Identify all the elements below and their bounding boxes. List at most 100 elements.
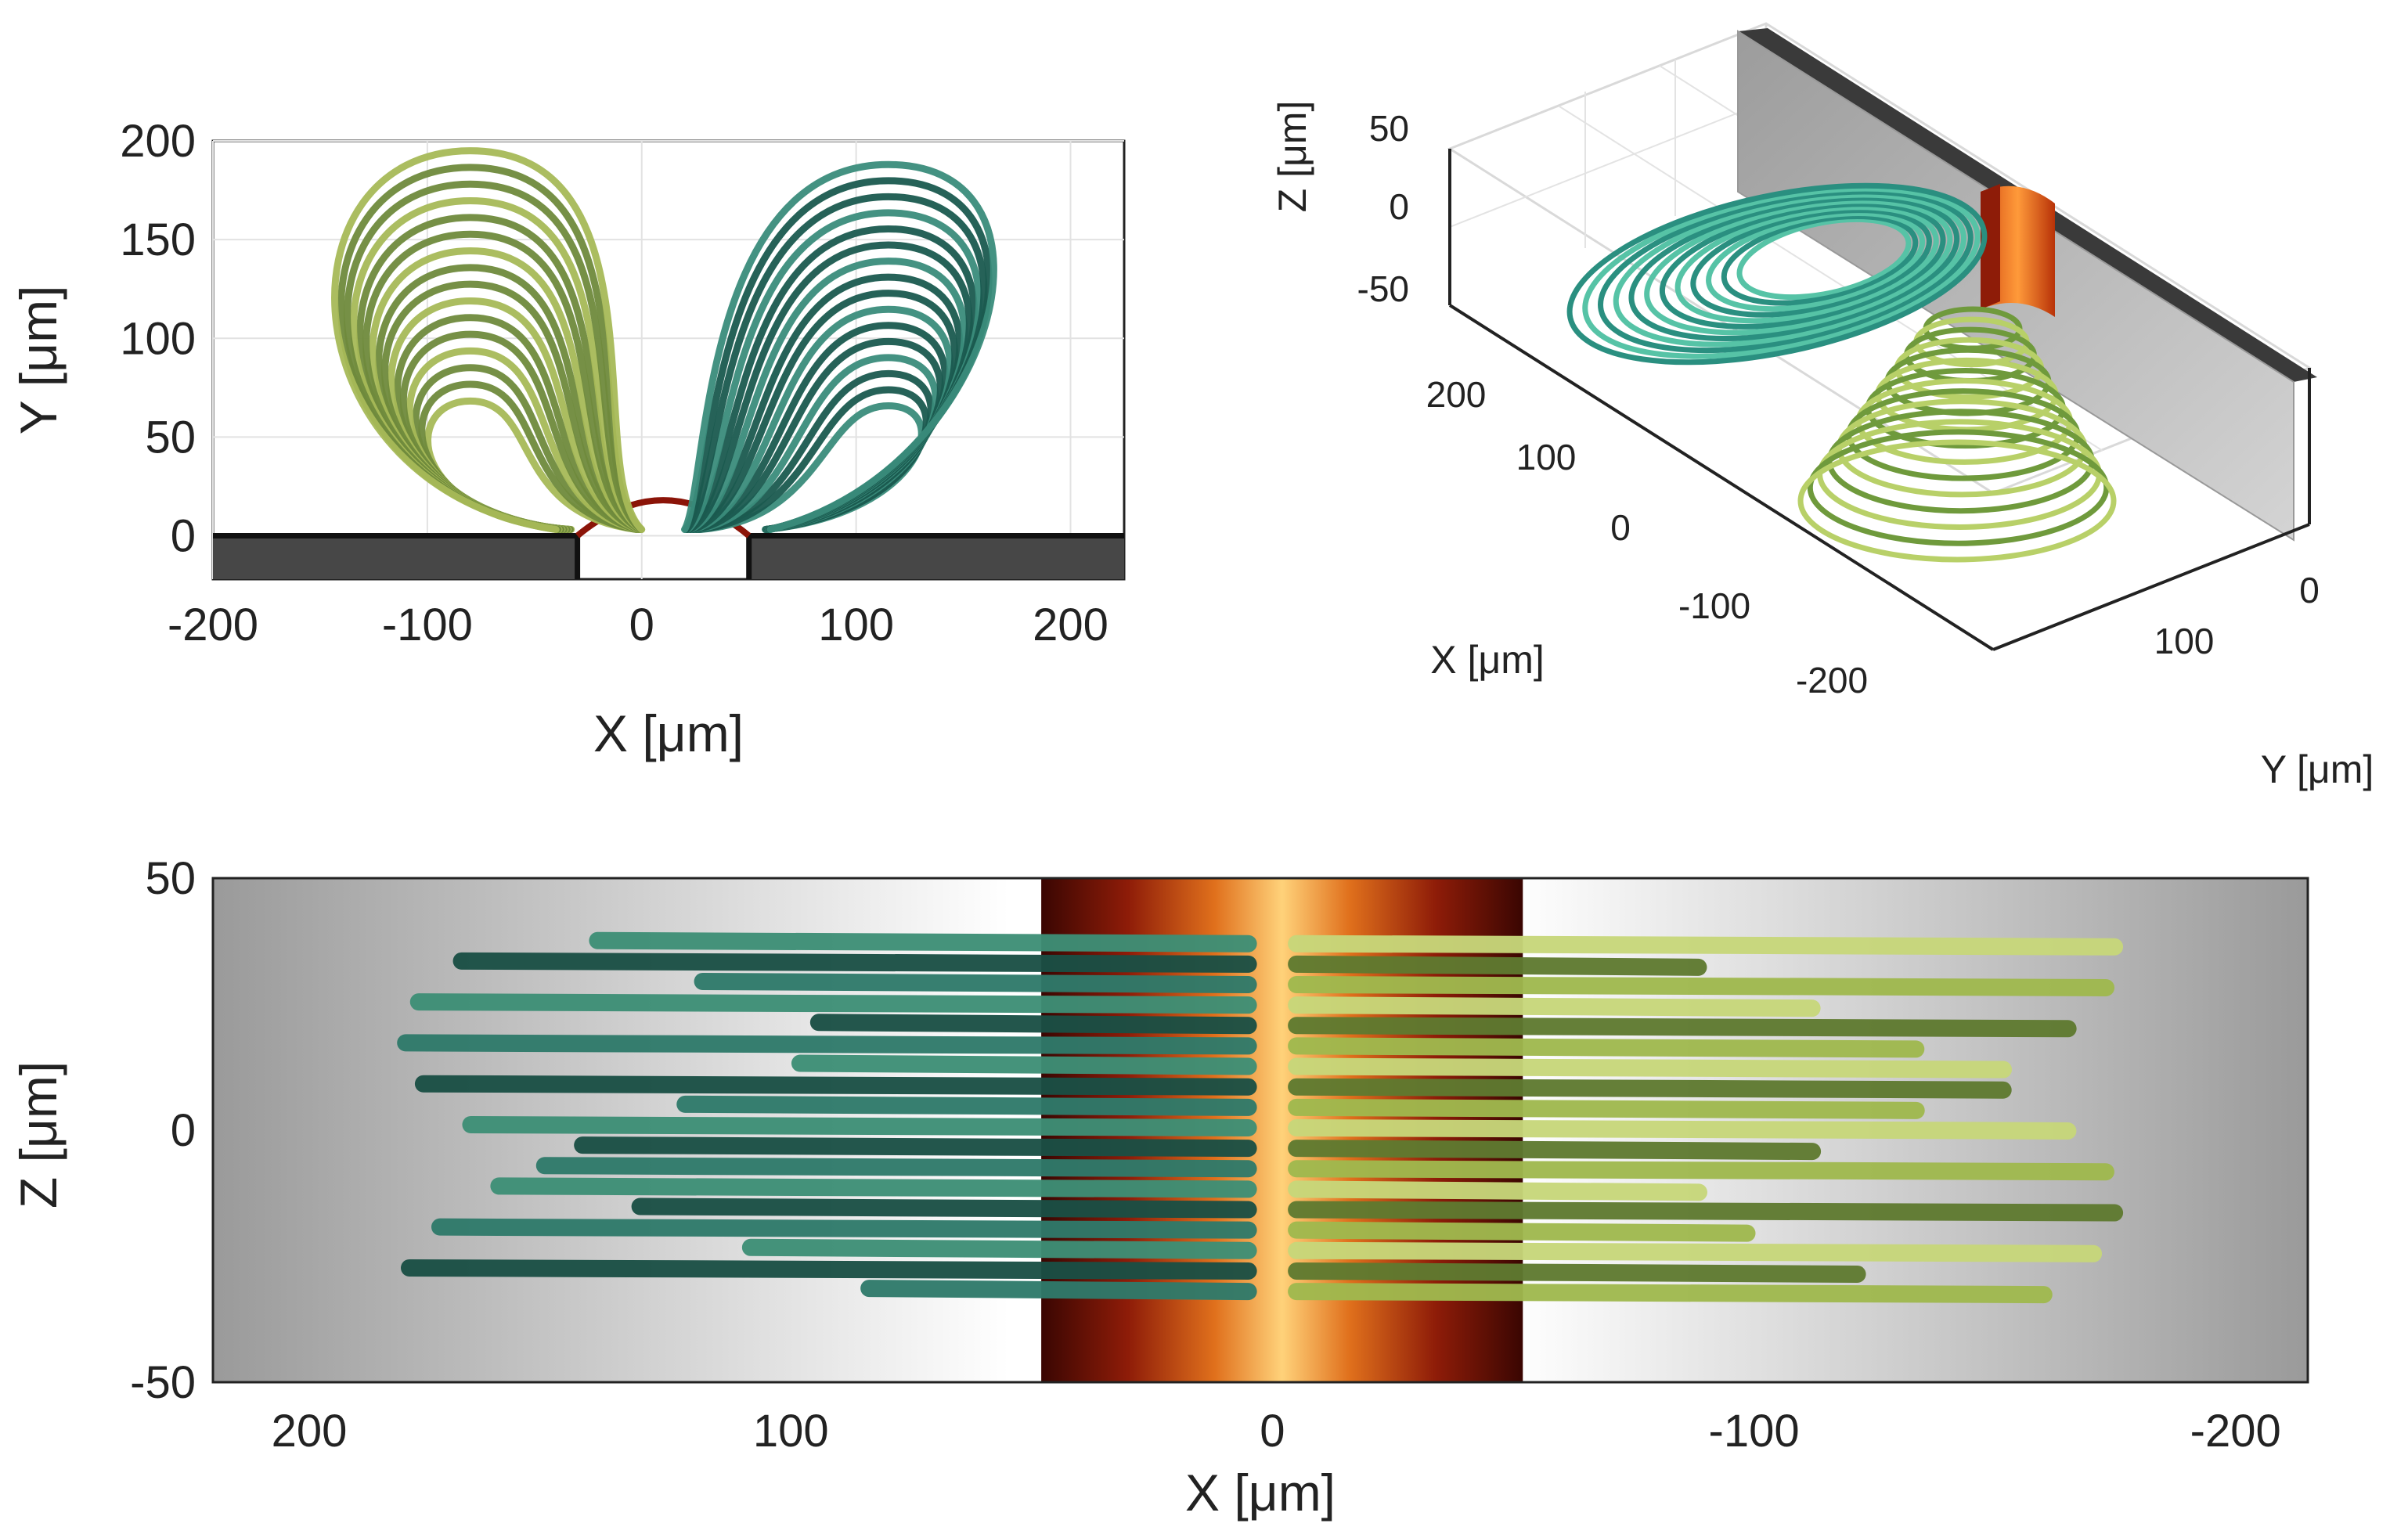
xy-y-tick-label: 100 xyxy=(120,313,196,364)
xz-x-tick-label: 200 xyxy=(272,1406,348,1457)
3d-trajectory-loop xyxy=(1690,207,1932,318)
3d-trajectory-loop xyxy=(1674,204,1939,324)
xz-trajectory-band xyxy=(452,952,1257,973)
3d-x-tick-label: -200 xyxy=(1796,660,1868,700)
3d-x-tick-label: -100 xyxy=(1678,585,1750,626)
xy-x-axis-label: X [μm] xyxy=(593,704,744,762)
xz-x-tick-label: 100 xyxy=(753,1406,829,1457)
xz-trajectory-band xyxy=(1288,955,1707,976)
xz-y-tick-label: 50 xyxy=(145,853,196,904)
3d-y-tick-label: 100 xyxy=(2154,621,2215,661)
3d-x-tick-label: 200 xyxy=(1426,374,1487,415)
xy-y-tick-label: 200 xyxy=(120,116,196,167)
xy-trajectories xyxy=(331,147,997,534)
xz-trajectory-band xyxy=(1288,1037,1925,1058)
3d-series-lower xyxy=(1797,306,2117,563)
3d-series-upper xyxy=(1566,182,1988,366)
xz-trajectory-band xyxy=(414,1075,1257,1096)
3d-channel-edge xyxy=(1981,184,2000,309)
3d-trajectory-loop xyxy=(1721,213,1919,306)
3d-x-tick-label: 100 xyxy=(1516,437,1577,477)
xz-trajectory-band xyxy=(1288,1201,2124,1222)
xz-trajectory-band xyxy=(1288,935,2124,956)
xz-trajectory-band xyxy=(1288,996,1821,1017)
xz-trajectory-band xyxy=(1288,1017,2077,1038)
xy-trajectory-loop xyxy=(331,147,646,534)
3d-tick-labels: 200 100 0 -100 -200 0 100 50 0 -50 xyxy=(1357,108,2320,700)
xy-x-tick-label: 0 xyxy=(629,600,654,650)
xy-y-tick-label: 50 xyxy=(145,412,196,463)
xz-trajectory-band xyxy=(1288,1241,2103,1262)
xz-trajectory-band xyxy=(1288,1283,2053,1304)
xz-projection-panel: 200 100 0 -100 -200 50 0 -50 X [μm] Z [μm] xyxy=(9,853,2309,1522)
xy-x-tick-label: 100 xyxy=(818,600,894,650)
xz-trajectory-band xyxy=(401,1259,1257,1280)
xz-x-tick-label: 0 xyxy=(1260,1406,1285,1457)
xz-series-right xyxy=(1288,935,2124,1304)
xz-x-tick-label: -100 xyxy=(1709,1406,1800,1457)
xz-trajectory-band xyxy=(431,1218,1257,1239)
xz-series-left xyxy=(397,931,1257,1301)
3d-trajectory-loop xyxy=(1797,439,2117,563)
3d-trajectory-loop xyxy=(1628,195,1960,342)
xz-trajectory-band xyxy=(1288,1140,1822,1161)
xz-trajectory-band xyxy=(535,1157,1257,1178)
xy-x-tick-label: -100 xyxy=(382,600,473,650)
3d-trajectory-loop xyxy=(1582,185,1981,359)
xz-trajectory-band xyxy=(1288,975,2115,996)
3d-trajectory-loop xyxy=(1598,189,1974,354)
xz-trajectory-band xyxy=(462,1115,1257,1136)
xz-y-tick-label: 0 xyxy=(171,1105,196,1156)
xz-trajectory-band xyxy=(1288,1180,1707,1201)
xy-y-axis-label: Y [μm] xyxy=(9,286,67,435)
xy-series-left xyxy=(331,147,646,534)
xz-trajectory-band xyxy=(694,972,1257,993)
xz-frame xyxy=(211,877,2309,1384)
xy-x-tick-labels: -200 -100 0 100 200 xyxy=(168,600,1108,650)
xy-left-wall xyxy=(213,535,578,579)
xz-trajectory-band xyxy=(1288,1221,1756,1242)
xz-trajectory-band xyxy=(741,1238,1257,1259)
3d-y-tick-label: 0 xyxy=(2299,570,2320,610)
xy-trajectory-loop xyxy=(681,160,997,534)
xz-trajectory-band xyxy=(791,1054,1257,1075)
xz-trajectory-band xyxy=(676,1095,1257,1116)
xy-right-wall xyxy=(748,535,1124,579)
xz-trajectory-band xyxy=(1288,1098,1925,1119)
xy-series-right xyxy=(681,160,997,534)
xz-trajectory-band xyxy=(860,1280,1257,1301)
xz-trajectory-band xyxy=(631,1197,1257,1219)
3d-y-axis-label: Y [μm] xyxy=(2261,747,2374,791)
xz-trajectory-band xyxy=(1288,1262,1866,1283)
xy-y-tick-labels: 0 50 100 150 200 xyxy=(120,116,196,562)
3d-z-tick-label: -50 xyxy=(1357,268,1409,309)
3d-z-axis-label: Z [μm] xyxy=(1271,101,1314,213)
xz-trajectory-band xyxy=(1288,1078,2012,1099)
xz-trajectories xyxy=(397,931,2124,1304)
xz-x-tick-labels: 200 100 0 -100 -200 xyxy=(272,1406,2281,1457)
3d-trajectory-loop xyxy=(1566,182,1988,366)
xy-x-tick-label: -200 xyxy=(168,600,258,650)
3d-trajectory-loop xyxy=(1736,216,1912,301)
xz-trajectory-band xyxy=(1288,1160,2114,1181)
xz-trajectory-band xyxy=(397,1034,1257,1055)
xz-trajectory-band xyxy=(809,1014,1257,1035)
xz-x-axis-label: X [μm] xyxy=(1185,1464,1336,1522)
3d-trajectory-loop xyxy=(1706,211,1926,312)
3d-trajectory-loop xyxy=(1659,201,1946,330)
xz-trajectory-band xyxy=(1288,1118,2077,1140)
3d-trajectory-loop xyxy=(1644,198,1953,336)
xz-trajectory-band xyxy=(409,993,1257,1014)
xz-trajectory-band xyxy=(1288,1057,2013,1079)
xy-projection-panel: -200 -100 0 100 200 0 50 100 150 200 X [μm] Y [μ… xyxy=(9,116,1126,762)
xy-y-tick-label: 150 xyxy=(120,214,196,265)
xz-y-tick-label: -50 xyxy=(130,1357,196,1408)
xy-x-tick-label: 200 xyxy=(1033,600,1108,650)
xz-trajectory-band xyxy=(574,1136,1257,1158)
xz-y-axis-label: Z [μm] xyxy=(9,1061,67,1208)
xz-y-tick-labels: 50 0 -50 xyxy=(130,853,196,1408)
xz-trajectory-band xyxy=(490,1177,1257,1198)
xz-trajectory-band xyxy=(589,931,1257,953)
